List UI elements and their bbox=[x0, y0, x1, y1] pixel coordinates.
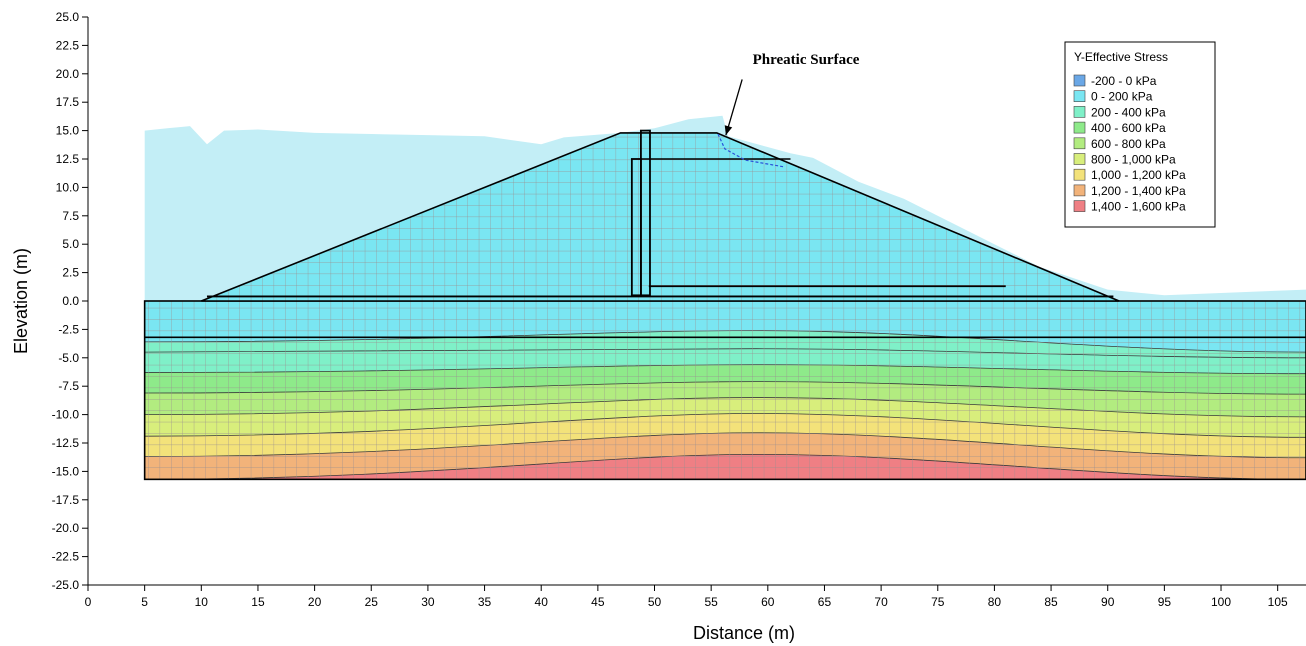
x-tick-label: 70 bbox=[874, 595, 888, 609]
embankment-field bbox=[201, 132, 1120, 301]
y-tick-label: -25.0 bbox=[52, 578, 80, 592]
y-tick-label: -17.5 bbox=[52, 493, 80, 507]
x-tick-label: 90 bbox=[1101, 595, 1115, 609]
legend-label: 1,400 - 1,600 kPa bbox=[1091, 200, 1186, 214]
x-tick-label: 105 bbox=[1268, 595, 1288, 609]
y-tick-label: -10.0 bbox=[52, 408, 80, 422]
y-tick-label: -20.0 bbox=[52, 521, 80, 535]
legend-box bbox=[1064, 41, 1216, 228]
y-tick-label: 17.5 bbox=[56, 95, 80, 109]
legend-label: 600 - 800 kPa bbox=[1091, 137, 1166, 151]
y-tick-label: -12.5 bbox=[52, 436, 80, 450]
y-tick-label: 12.5 bbox=[56, 152, 80, 166]
core-wall bbox=[640, 129, 651, 297]
legend-swatch bbox=[1073, 74, 1086, 87]
legend: Y-Effective Stress -200 - 0 kPa 0 - 200 kP… bbox=[1064, 41, 1216, 228]
x-tick-label: 25 bbox=[365, 595, 379, 609]
annotation-label: Phreatic Surface bbox=[753, 52, 860, 68]
legend-label: 800 - 1,000 kPa bbox=[1091, 153, 1176, 167]
legend-swatch bbox=[1073, 121, 1086, 134]
x-tick-label: 65 bbox=[818, 595, 832, 609]
legend-label: -200 - 0 kPa bbox=[1091, 74, 1157, 88]
legend-label: 400 - 600 kPa bbox=[1091, 121, 1166, 135]
y-tick-label: 25.0 bbox=[56, 10, 80, 24]
legend-label: 200 - 400 kPa bbox=[1091, 105, 1166, 119]
y-tick-label: 10.0 bbox=[56, 180, 80, 194]
phreatic-annotation: Phreatic Surface bbox=[724, 52, 860, 136]
x-tick-label: 35 bbox=[478, 595, 492, 609]
foundation-mesh bbox=[144, 301, 1306, 480]
x-tick-label: 5 bbox=[141, 595, 148, 609]
x-tick-label: 40 bbox=[535, 595, 549, 609]
legend-swatch bbox=[1073, 106, 1086, 118]
embankment-layer bbox=[201, 132, 1120, 302]
phreatic-line bbox=[717, 133, 785, 168]
legend-swatch bbox=[1073, 137, 1086, 150]
legend-title: Y-Effective Stress bbox=[1074, 50, 1168, 64]
legend-label: 0 - 200 kPa bbox=[1091, 90, 1153, 104]
legend-swatch bbox=[1073, 200, 1086, 212]
y-tick-label: -15.0 bbox=[52, 464, 80, 478]
foundation-layer bbox=[143, 300, 1306, 481]
y-tick-label: -22.5 bbox=[52, 550, 80, 564]
plot-area bbox=[143, 115, 1306, 481]
x-tick-label: 20 bbox=[308, 595, 322, 609]
x-tick-label: 95 bbox=[1158, 595, 1172, 609]
x-tick-label: 100 bbox=[1211, 595, 1231, 609]
foundation-stress-field bbox=[144, 301, 1306, 480]
annotation-arrowhead bbox=[724, 125, 733, 136]
legend-swatch bbox=[1073, 168, 1086, 181]
annotation-arrow bbox=[725, 79, 743, 136]
y-tick-label: 15.0 bbox=[56, 124, 80, 138]
y-axis-title: Elevation (m) bbox=[11, 248, 31, 354]
legend-swatch bbox=[1073, 153, 1086, 165]
y-tick-label: 20.0 bbox=[56, 67, 80, 81]
y-tick-label: 0.0 bbox=[62, 294, 79, 308]
y-tick-label: 22.5 bbox=[56, 38, 80, 52]
x-tick-label: 15 bbox=[251, 595, 265, 609]
axes: 0 5 10 15 20 25 30 35 40 45 50 55 60 65 70 75 80 85 90 95 10… bbox=[52, 10, 1306, 609]
x-tick-label: 85 bbox=[1044, 595, 1058, 609]
x-tick-label: 0 bbox=[85, 595, 92, 609]
legend-label: 1,200 - 1,400 kPa bbox=[1091, 184, 1186, 198]
y-tick-label: 2.5 bbox=[62, 266, 79, 280]
x-tick-label: 75 bbox=[931, 595, 945, 609]
legend-swatch bbox=[1073, 184, 1086, 197]
x-axis-title: Distance (m) bbox=[693, 623, 795, 643]
x-tick-label: 45 bbox=[591, 595, 605, 609]
y-tick-label: 5.0 bbox=[62, 237, 79, 251]
legend-label: 1,000 - 1,200 kPa bbox=[1091, 168, 1186, 182]
x-tick-label: 80 bbox=[988, 595, 1002, 609]
y-tick-label: -5.0 bbox=[58, 351, 79, 365]
x-tick-label: 55 bbox=[704, 595, 718, 609]
embankment-mesh bbox=[201, 132, 1120, 301]
y-tick-label: 7.5 bbox=[62, 209, 79, 223]
y-tick-label: -7.5 bbox=[58, 379, 79, 393]
x-tick-label: 50 bbox=[648, 595, 662, 609]
y-tick-label: -2.5 bbox=[58, 322, 79, 336]
x-tick-label: 60 bbox=[761, 595, 775, 609]
legend-swatch bbox=[1073, 90, 1086, 102]
embankment-outline bbox=[201, 132, 1120, 302]
structure-layer bbox=[206, 129, 1114, 298]
x-tick-label: 30 bbox=[421, 595, 435, 609]
x-tick-label: 10 bbox=[195, 595, 209, 609]
